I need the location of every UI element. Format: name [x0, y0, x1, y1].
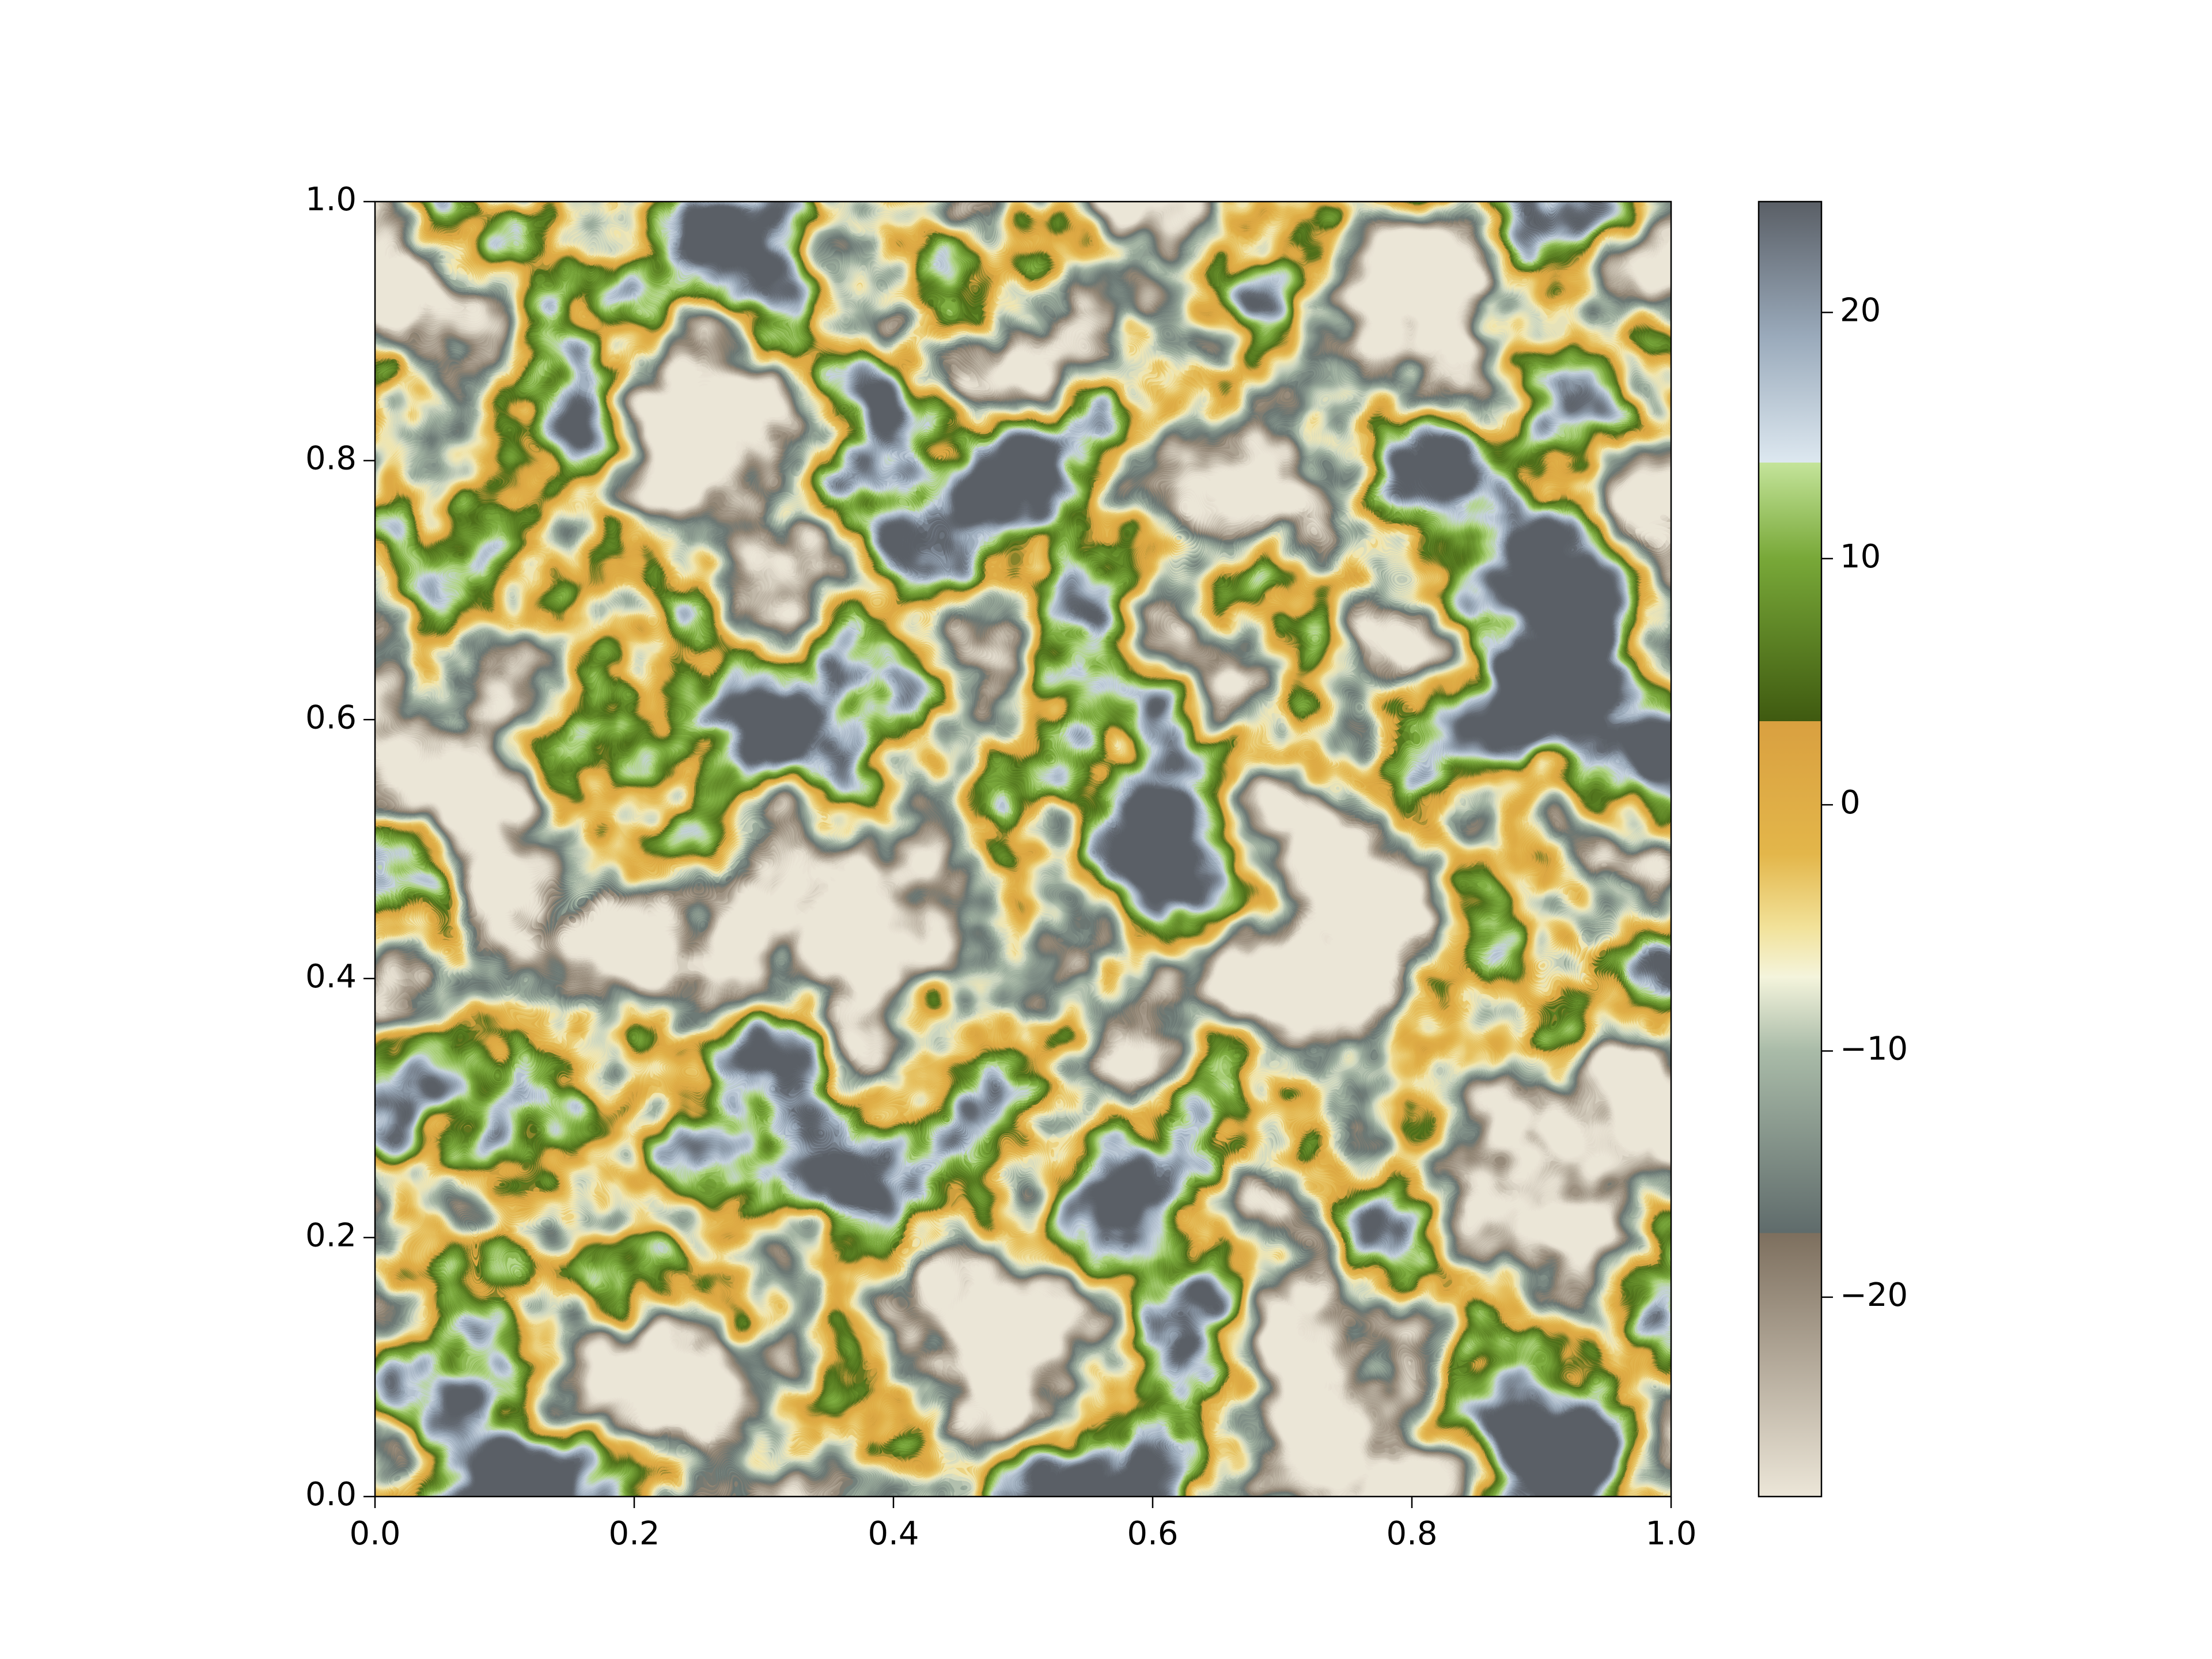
x-tick-label: 0.2 — [608, 1515, 660, 1552]
y-tick-label: 0.4 — [305, 958, 357, 995]
colorbar-tick-label: 20 — [1840, 291, 1881, 329]
y-tick-label: 0.0 — [305, 1476, 357, 1513]
colorbar-tick-label: −10 — [1840, 1031, 1908, 1068]
x-tick-label: 0.8 — [1386, 1515, 1437, 1552]
colorbar-tick-label: 10 — [1840, 538, 1881, 575]
vorticity-field — [375, 202, 1671, 1497]
y-tick-label: 1.0 — [305, 181, 357, 218]
x-tick-label: 0.0 — [349, 1515, 400, 1552]
y-tick-label: 0.6 — [305, 699, 357, 736]
x-tick-label: 0.6 — [1127, 1515, 1178, 1552]
x-tick-label: 0.4 — [868, 1515, 919, 1552]
colorbar-tick-label: 0 — [1840, 784, 1861, 821]
colorbar — [1758, 200, 1823, 1498]
y-tick-label: 0.8 — [305, 440, 357, 478]
x-tick-label: 1.0 — [1645, 1515, 1696, 1552]
y-tick-label: 0.2 — [305, 1217, 357, 1255]
axes-frame — [374, 200, 1672, 1498]
colorbar-tick-label: −20 — [1840, 1277, 1908, 1314]
